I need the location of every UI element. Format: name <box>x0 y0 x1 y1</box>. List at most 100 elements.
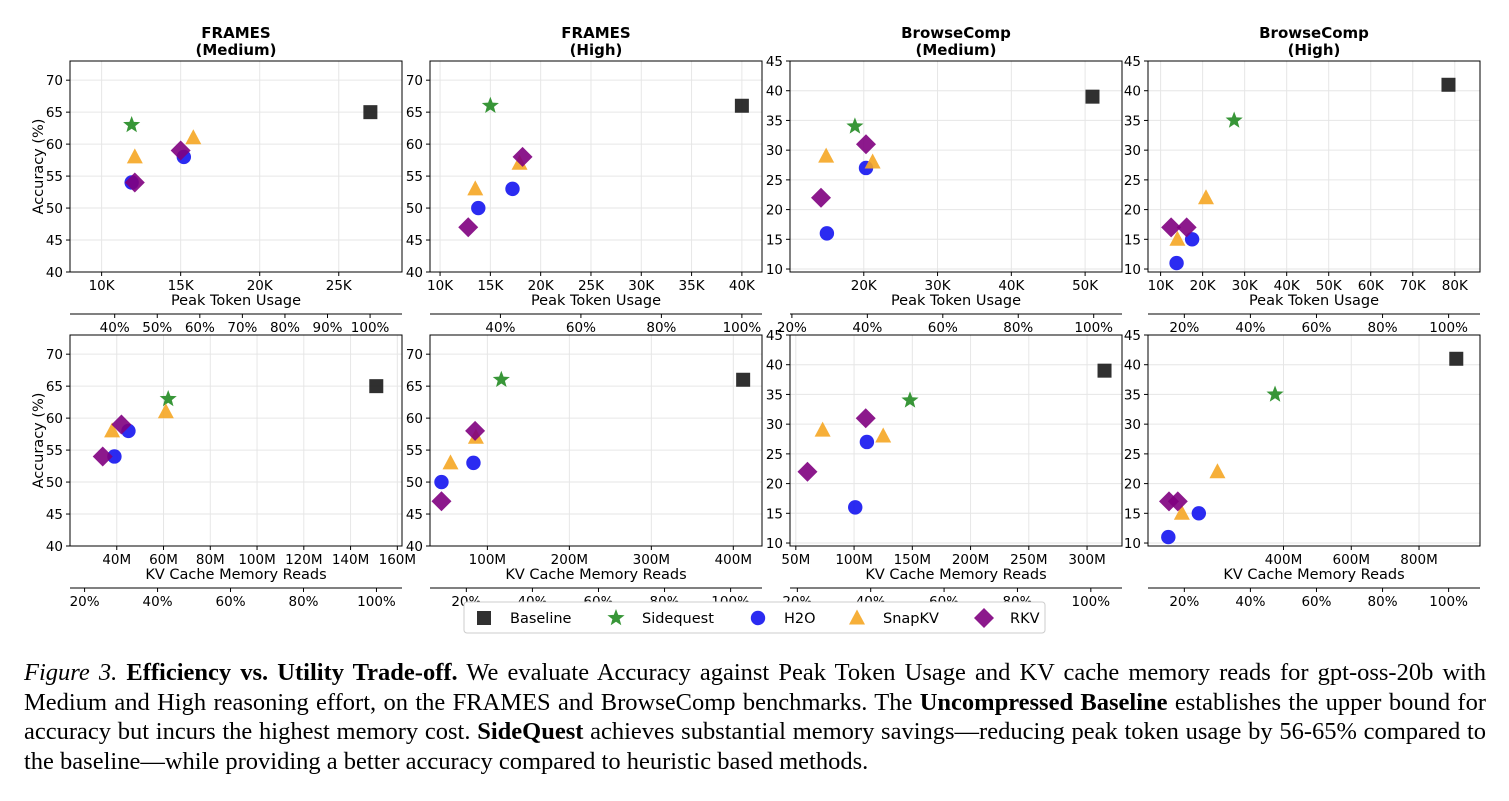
y-tick-label: 70 <box>46 347 63 363</box>
secondary-tick-label: 80% <box>1368 320 1398 336</box>
point-baseline <box>1441 77 1456 92</box>
x-tick-label: 300M <box>633 552 670 568</box>
point-rkv <box>431 491 452 512</box>
point-sidequest <box>123 115 141 133</box>
secondary-tick-label: 40% <box>1235 320 1265 336</box>
secondary-tick-label: 40% <box>1235 594 1265 610</box>
y-tick-label: 15 <box>1124 232 1141 248</box>
caption-text-1: We evaluate Accuracy against Peak Token … <box>24 659 1486 716</box>
x-tick-label: 40K <box>1274 278 1301 294</box>
x-tick-label: 50K <box>1316 278 1343 294</box>
x-tick-label: 50M <box>781 552 810 568</box>
y-tick-label: 35 <box>766 387 783 403</box>
x-tick-label: 10K <box>89 278 116 294</box>
point-snapkv <box>814 421 831 437</box>
y-tick-label: 45 <box>46 233 63 249</box>
panel-title: (High) <box>570 41 623 59</box>
x-tick-label: 200M <box>952 552 989 568</box>
y-tick-label: 45 <box>406 507 423 523</box>
x-tick-label: 400M <box>715 552 752 568</box>
x-tick-label: 25K <box>326 278 353 294</box>
point-baseline <box>1085 89 1100 104</box>
panel-0-2: 20K 30K 40K 50K 10 15 20 25 30 35 40 45 BrowseComp(M… <box>766 24 1123 336</box>
point-rkv <box>1167 491 1188 512</box>
caption-text-3: achieves substantial memory savings—redu… <box>24 718 1486 775</box>
secondary-tick-label: 100% <box>351 320 390 336</box>
x-tick-label: 40M <box>102 552 131 568</box>
y-tick-label: 15 <box>1124 506 1141 522</box>
y-tick-label: 10 <box>766 262 783 278</box>
point-snapkv <box>1169 230 1186 246</box>
x-tick-label: 40K <box>729 278 756 294</box>
x-axis-label: KV Cache Memory Reads <box>1223 567 1404 583</box>
point-rkv <box>1176 217 1197 238</box>
x-tick-label: 80K <box>1442 278 1469 294</box>
caption-title: Efficiency vs. Utility Trade-off. <box>126 659 458 686</box>
y-tick-label: 45 <box>406 233 423 249</box>
x-axis-label: Peak Token Usage <box>1249 293 1379 309</box>
point-rkv <box>111 414 132 435</box>
y-tick-label: 35 <box>1124 387 1141 403</box>
x-tick-label: 160M <box>379 552 416 568</box>
y-tick-label: 20 <box>766 203 783 219</box>
point-h2o <box>1184 232 1200 247</box>
point-rkv <box>465 420 486 441</box>
x-tick-label: 20K <box>247 278 274 294</box>
x-tick-label: 30K <box>925 278 952 294</box>
y-tick-label: 20 <box>1124 477 1141 493</box>
x-axis-label: Peak Token Usage <box>171 293 301 309</box>
y-tick-label: 40 <box>1124 358 1141 374</box>
x-axis-label: KV Cache Memory Reads <box>865 567 1046 583</box>
point-h2o <box>1191 506 1207 521</box>
panel-0-3: 10K 20K 30K 40K 50K 60K 70K 80K 10 15 20 25 30 35 40 45… <box>1124 24 1481 336</box>
y-tick-label: 60 <box>406 411 423 427</box>
caption-text-2: establishes the upper bound for accuracy… <box>24 688 1486 746</box>
secondary-tick-label: 40% <box>485 320 515 336</box>
x-tick-label: 250M <box>1010 552 1047 568</box>
secondary-tick-label: 60% <box>928 320 958 336</box>
point-baseline <box>1097 363 1112 378</box>
y-tick-label: 50 <box>46 475 63 491</box>
plot-frame <box>69 334 403 547</box>
secondary-tick-label: 100% <box>723 320 762 336</box>
point-rkv <box>124 172 145 193</box>
secondary-tick-label: 100% <box>1429 320 1468 336</box>
caption-baseline-term: Uncompressed Baseline <box>919 688 1168 716</box>
legend-label-snapkv: SnapKV <box>883 611 939 627</box>
x-tick-label: 50K <box>1072 278 1099 294</box>
y-axis-label: Accuracy (%) <box>31 119 47 215</box>
y-tick-label: 65 <box>406 105 423 121</box>
point-snapkv <box>157 403 174 419</box>
x-tick-label: 20K <box>1190 278 1217 294</box>
secondary-tick-label: 50% <box>142 320 172 336</box>
x-axis-label: KV Cache Memory Reads <box>505 567 686 583</box>
secondary-tick-label: 100% <box>357 594 396 610</box>
point-rkv <box>1161 217 1182 238</box>
legend: Baseline Sidequest H2O SnapKV RKV <box>463 601 1046 634</box>
x-tick-label: 140M <box>332 552 369 568</box>
legend-marker-baseline <box>477 611 491 625</box>
secondary-tick-label: 20% <box>777 320 807 336</box>
panel-0-1: 10K 15K 20K 25K 30K 35K 40K 40 45 50 55 60 65 70 FRAME… <box>406 24 763 336</box>
x-tick-label: 40K <box>998 278 1025 294</box>
point-snapkv <box>442 454 459 470</box>
y-tick-label: 60 <box>406 137 423 153</box>
y-tick-label: 40 <box>406 265 423 281</box>
plot-frame <box>789 60 1123 273</box>
secondary-tick-label: 40% <box>143 594 173 610</box>
point-snapkv <box>818 147 835 163</box>
panel-title: BrowseComp <box>901 24 1011 42</box>
y-tick-label: 15 <box>766 232 783 248</box>
figure-caption: Figure 3. Efficiency vs. Utility Trade-o… <box>24 658 1486 776</box>
legend-marker-rkv <box>974 608 994 628</box>
plot-frame <box>429 334 763 547</box>
secondary-tick-label: 20% <box>1169 320 1199 336</box>
y-tick-label: 45 <box>46 507 63 523</box>
x-axis-label: Peak Token Usage <box>531 293 661 309</box>
figure-3-scatter-grid: 10K 15K 20K 25K40455055606570FRAMES(Medium)… <box>31 24 1481 634</box>
secondary-tick-label: 60% <box>1301 320 1331 336</box>
point-sidequest <box>1225 111 1243 128</box>
x-tick-label: 15K <box>477 278 504 294</box>
point-rkv <box>810 187 831 208</box>
point-baseline <box>1449 351 1464 366</box>
